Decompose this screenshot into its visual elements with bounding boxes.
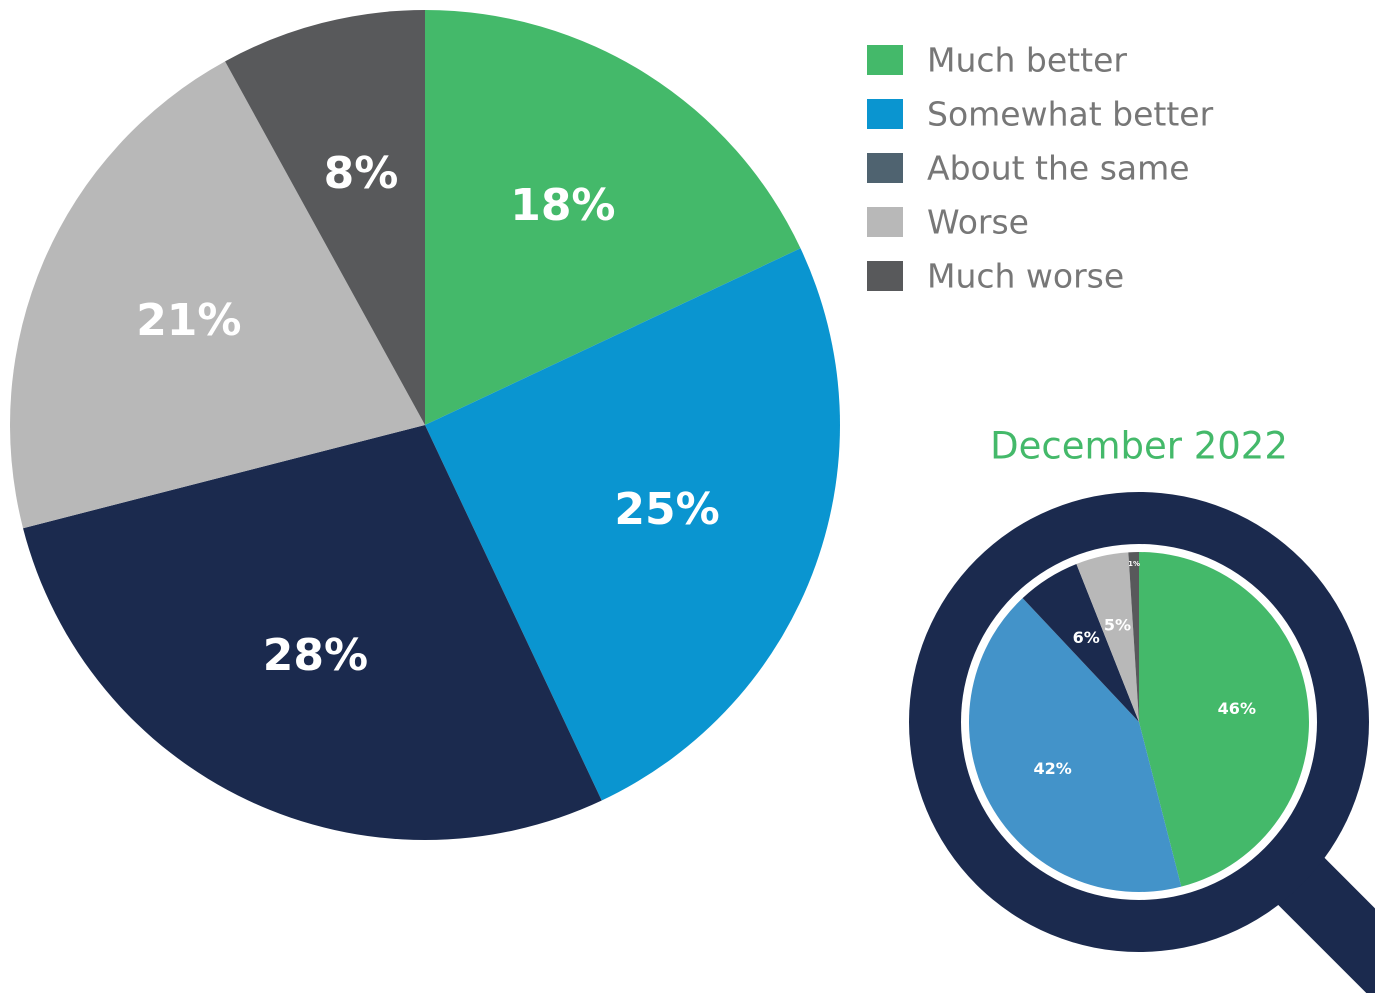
pie-slice	[1128, 552, 1139, 722]
legend-swatch	[867, 45, 903, 75]
data-label: 25%	[614, 484, 719, 535]
legend-label: Much better	[927, 41, 1127, 80]
data-label: 28%	[263, 630, 368, 681]
legend-label: Much worse	[927, 257, 1124, 296]
legend-swatch	[867, 261, 903, 291]
data-label: 42%	[1033, 759, 1071, 778]
data-label: 1%	[1128, 560, 1140, 568]
data-label: 18%	[510, 180, 615, 231]
chart-title: December 2022	[990, 425, 1288, 468]
data-label: 21%	[136, 295, 241, 346]
pie-slice	[9, 61, 426, 529]
data-label: 46%	[1218, 699, 1256, 718]
legend-label: Worse	[927, 203, 1029, 242]
legend-label: Somewhat better	[927, 95, 1214, 134]
pie-slice	[969, 598, 1182, 892]
data-label: 6%	[1073, 628, 1100, 647]
data-label: 8%	[324, 148, 399, 199]
pie-slice	[1022, 563, 1139, 722]
legend-label: About the same	[927, 149, 1190, 188]
data-label: 5%	[1104, 615, 1131, 634]
pie-slice	[225, 10, 425, 425]
legend-swatch	[867, 153, 903, 183]
pie-slice	[1076, 552, 1139, 722]
magnifier-handle	[1276, 856, 1375, 993]
legend-swatch	[867, 99, 903, 129]
pie-slice	[1139, 552, 1309, 887]
pie-slice	[425, 10, 801, 425]
pie-slice	[425, 248, 841, 801]
legend-swatch	[867, 207, 903, 237]
pie-slice	[23, 425, 602, 840]
